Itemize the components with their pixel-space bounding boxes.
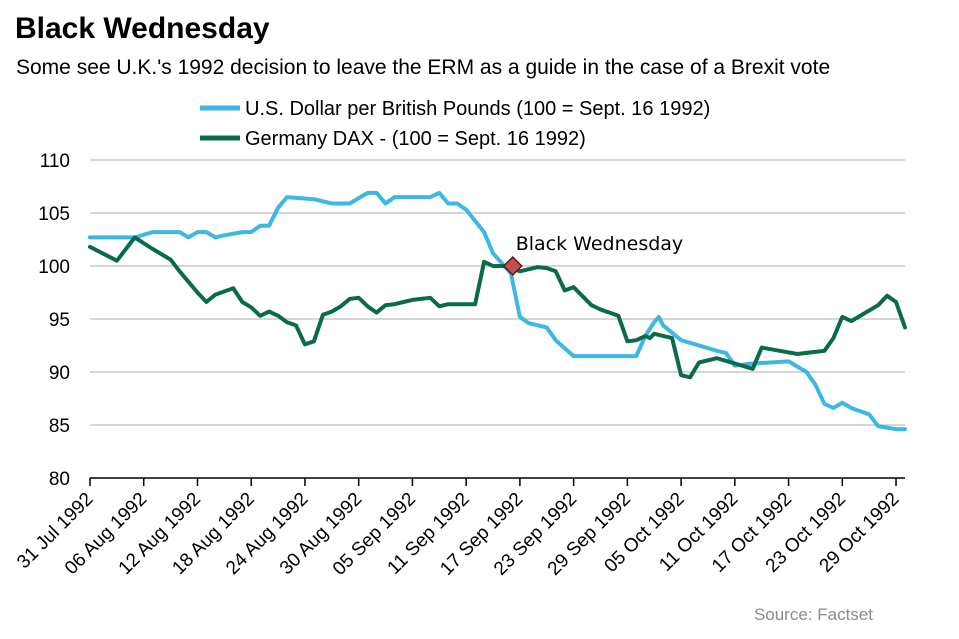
gridlines [90, 159, 905, 426]
y-tick-label: 100 [38, 257, 70, 278]
y-tick-label: 110 [40, 151, 70, 172]
legend-label-0: U.S. Dollar per British Pounds (100 = Se… [245, 98, 710, 120]
series-line-1 [88, 235, 907, 380]
y-tick-label: 90 [49, 363, 70, 384]
y-tick-label: 105 [38, 204, 70, 225]
chart-title: Black Wednesday [15, 12, 270, 45]
source-note: Source: Factset [753, 605, 873, 624]
chart-subtitle: Some see U.K.'s 1992 decision to leave t… [16, 56, 831, 79]
legend-label-1: Germany DAX - (100 = Sept. 16 1992) [245, 128, 586, 150]
y-tick-label: 80 [49, 469, 70, 490]
series-line-0 [88, 190, 907, 432]
annotation-marker [502, 255, 523, 277]
series-lines [88, 190, 907, 432]
y-tick-label: 85 [49, 416, 70, 437]
legend: U.S. Dollar per British Pounds (100 = Se… [200, 98, 710, 150]
annotations: Black Wednesday [502, 233, 683, 277]
annotation-label: Black Wednesday [516, 233, 683, 255]
y-tick-label: 95 [49, 310, 70, 331]
